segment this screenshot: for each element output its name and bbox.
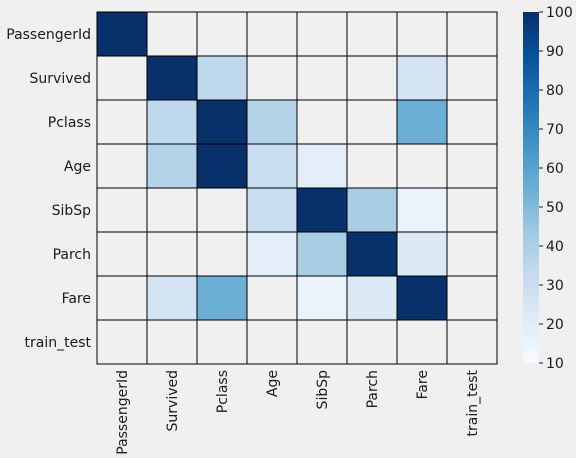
colorbar-tick-label-40: 40 xyxy=(546,239,564,255)
heatmap-cell-train-test-sibsp xyxy=(296,319,348,365)
heatmap-cell-pclass-train-test xyxy=(446,99,498,145)
heatmap-cell-survived-age xyxy=(246,55,298,101)
x-tick-label-fare: Fare xyxy=(415,370,431,399)
colorbar-tick-label-100: 100 xyxy=(546,5,573,21)
heatmap-cell-train-test-survived xyxy=(146,319,198,365)
colorbar-tick-label-10: 10 xyxy=(546,356,564,372)
y-tick-label-fare: Fare xyxy=(62,291,91,307)
heatmap-cell-sibsp-passengerid xyxy=(96,187,148,233)
heatmap-cell-parch-survived xyxy=(146,231,198,277)
x-tick-label-sibsp: SibSp xyxy=(315,370,331,410)
heatmap-cell-age-survived xyxy=(146,143,198,189)
heatmap-cell-sibsp-survived xyxy=(146,187,198,233)
heatmap-cell-parch-passengerid xyxy=(96,231,148,277)
y-tick-label-sibsp: SibSp xyxy=(52,203,92,219)
heatmap-cell-sibsp-fare xyxy=(396,187,448,233)
heatmap-cell-age-pclass xyxy=(196,143,248,189)
colorbar: 10 20 30 40 50 60 70 80 90 100 xyxy=(523,5,573,372)
y-tick-label-parch: Parch xyxy=(53,247,91,263)
heatmap-cell-pclass-survived xyxy=(146,99,198,145)
heatmap-cells xyxy=(96,11,498,365)
heatmap-cell-age-age xyxy=(246,143,298,189)
heatmap-cell-passengerid-age xyxy=(246,11,298,57)
colorbar-tick-label-60: 60 xyxy=(546,161,564,177)
heatmap-cell-parch-age xyxy=(246,231,298,277)
heatmap-cell-train-test-train-test xyxy=(446,319,498,365)
x-tick-labels: PassengerId Survived Pclass Age SibSp Parch Fa… xyxy=(115,370,481,455)
heatmap-cell-sibsp-pclass xyxy=(196,187,248,233)
heatmap-cell-sibsp-age xyxy=(246,187,298,233)
heatmap-cell-passengerid-survived xyxy=(146,11,198,57)
x-tick-label-parch: Parch xyxy=(365,370,381,408)
heatmap-cell-train-test-age xyxy=(246,319,298,365)
x-tick-label-age: Age xyxy=(265,370,281,397)
heatmap-cell-sibsp-train-test xyxy=(446,187,498,233)
heatmap-cell-parch-train-test xyxy=(446,231,498,277)
x-tick-label-pclass: Pclass xyxy=(215,370,231,413)
heatmap-cell-pclass-parch xyxy=(346,99,398,145)
heatmap-cell-parch-parch xyxy=(346,231,398,277)
heatmap-cell-survived-fare xyxy=(396,55,448,101)
heatmap-cell-passengerid-sibsp xyxy=(296,11,348,57)
x-tick-label-survived: Survived xyxy=(165,370,181,431)
heatmap-cell-fare-fare xyxy=(396,275,448,321)
heatmap-cell-passengerid-pclass xyxy=(196,11,248,57)
x-tick-label-passengerid: PassengerId xyxy=(115,370,131,455)
heatmap-cell-pclass-pclass xyxy=(196,99,248,145)
heatmap-cell-parch-fare xyxy=(396,231,448,277)
heatmap-cell-train-test-parch xyxy=(346,319,398,365)
heatmap-cell-train-test-pclass xyxy=(196,319,248,365)
heatmap-cell-pclass-sibsp xyxy=(296,99,348,145)
heatmap-cell-pclass-fare xyxy=(396,99,448,145)
heatmap-cell-train-test-fare xyxy=(396,319,448,365)
y-tick-label-survived: Survived xyxy=(30,71,91,87)
y-tick-label-age: Age xyxy=(64,159,91,175)
heatmap-cell-survived-train-test xyxy=(446,55,498,101)
heatmap-cell-passengerid-parch xyxy=(346,11,398,57)
heatmap-cell-parch-pclass xyxy=(196,231,248,277)
heatmap-cell-sibsp-sibsp xyxy=(296,187,348,233)
heatmap-cell-pclass-age xyxy=(246,99,298,145)
heatmap-cell-age-parch xyxy=(346,143,398,189)
y-tick-labels: PassengerId Survived Pclass Age SibSp Parch Fa… xyxy=(6,27,91,351)
heatmap-cell-train-test-passengerid xyxy=(96,319,148,365)
heatmap-cell-age-fare xyxy=(396,143,448,189)
heatmap-cell-age-passengerid xyxy=(96,143,148,189)
colorbar-tick-label-50: 50 xyxy=(546,200,564,216)
heatmap-cell-fare-age xyxy=(246,275,298,321)
x-tick-label-train-test: train_test xyxy=(465,370,481,437)
heatmap-cell-fare-passengerid xyxy=(96,275,148,321)
heatmap-cell-fare-survived xyxy=(146,275,198,321)
heatmap-cell-parch-sibsp xyxy=(296,231,348,277)
heatmap-cell-fare-pclass xyxy=(196,275,248,321)
colorbar-tick-label-80: 80 xyxy=(546,83,564,99)
heatmap-cell-age-sibsp xyxy=(296,143,348,189)
heatmap-cell-survived-passengerid xyxy=(96,55,148,101)
heatmap-cell-pclass-passengerid xyxy=(96,99,148,145)
colorbar-tick-label-90: 90 xyxy=(546,44,564,60)
heatmap-cell-passengerid-fare xyxy=(396,11,448,57)
colorbar-tick-label-70: 70 xyxy=(546,122,564,138)
heatmap-cell-age-train-test xyxy=(446,143,498,189)
colorbar-tick-label-20: 20 xyxy=(546,317,564,333)
heatmap-cell-survived-sibsp xyxy=(296,55,348,101)
heatmap-cell-fare-train-test xyxy=(446,275,498,321)
y-tick-label-pclass: Pclass xyxy=(48,115,91,131)
heatmap-cell-fare-parch xyxy=(346,275,398,321)
heatmap-cell-survived-pclass xyxy=(196,55,248,101)
heatmap-cell-survived-parch xyxy=(346,55,398,101)
heatmap-cell-passengerid-train-test xyxy=(446,11,498,57)
colorbar-gradient xyxy=(523,12,539,363)
heatmap-cell-survived-survived xyxy=(146,55,198,101)
y-tick-label-train-test: train_test xyxy=(25,335,92,351)
colorbar-tick-label-30: 30 xyxy=(546,278,564,294)
heatmap-cell-fare-sibsp xyxy=(296,275,348,321)
heatmap-cell-passengerid-passengerid xyxy=(96,11,148,57)
heatmap-cell-sibsp-parch xyxy=(346,187,398,233)
y-tick-label-passengerid: PassengerId xyxy=(6,27,91,43)
